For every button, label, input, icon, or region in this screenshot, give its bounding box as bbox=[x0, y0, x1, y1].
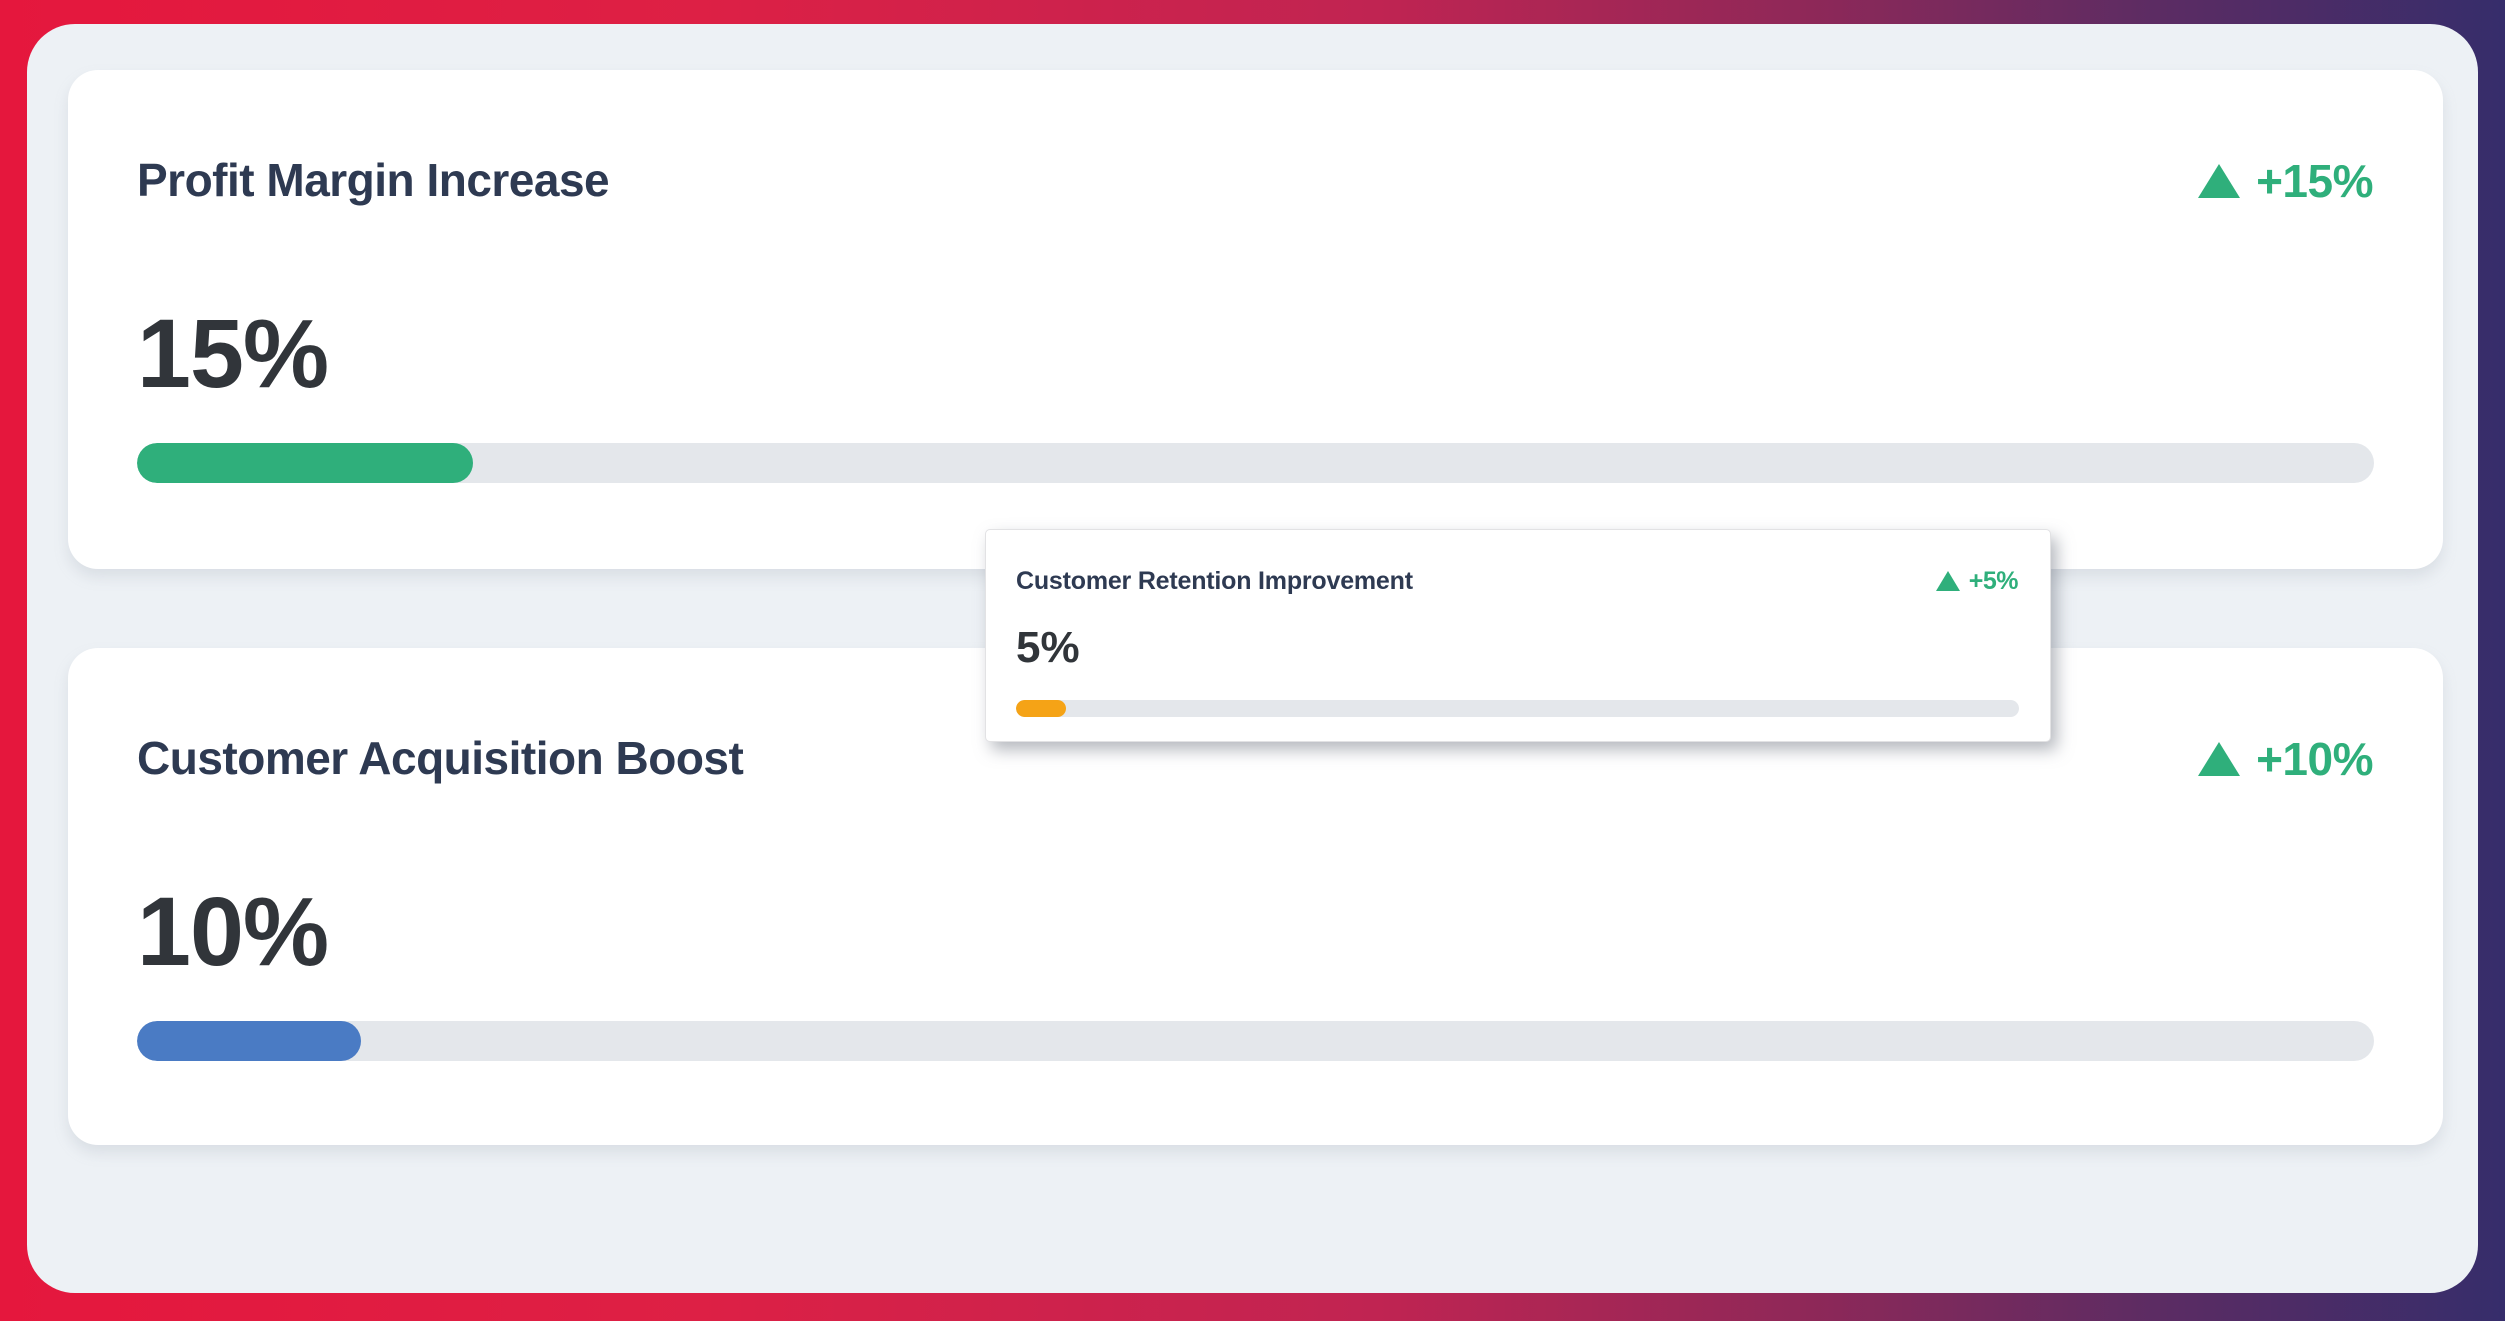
card-title: Profit Margin Increase bbox=[137, 154, 610, 206]
tooltip-header: Customer Retention Improvement +5% bbox=[1016, 566, 2019, 596]
progress-bar-fill bbox=[1016, 700, 1067, 718]
metric-value: 15% bbox=[137, 298, 329, 408]
card-header: Profit Margin Increase +15% bbox=[137, 152, 2373, 210]
change-value: +15% bbox=[2256, 155, 2373, 207]
metric-card-profit-margin[interactable]: Profit Margin Increase +15% 15% bbox=[68, 70, 2443, 569]
progress-bar-track bbox=[137, 443, 2374, 484]
change-value: +5% bbox=[1968, 566, 2019, 595]
change-indicator: +10% bbox=[2198, 732, 2373, 786]
triangle-up-icon bbox=[2198, 742, 2241, 776]
triangle-up-icon bbox=[1935, 571, 1960, 591]
card-title: Customer Acquisition Boost bbox=[137, 732, 744, 784]
metric-value: 10% bbox=[137, 876, 329, 986]
progress-bar-fill bbox=[137, 443, 473, 484]
change-value: +10% bbox=[2256, 733, 2373, 785]
tooltip-metric-value: 5% bbox=[1016, 623, 1080, 672]
change-indicator: +15% bbox=[2198, 154, 2373, 208]
hover-tooltip-card-customer-retention[interactable]: Customer Retention Improvement +5% 5% bbox=[985, 529, 2051, 742]
progress-bar-track bbox=[137, 1021, 2374, 1062]
change-indicator: +5% bbox=[1935, 566, 2019, 596]
card-header: Customer Acquisition Boost +10% bbox=[137, 730, 2373, 788]
progress-bar-track bbox=[1016, 700, 2019, 718]
progress-bar-fill bbox=[137, 1021, 361, 1062]
triangle-up-icon bbox=[2198, 164, 2241, 198]
tooltip-title: Customer Retention Improvement bbox=[1016, 567, 1413, 595]
